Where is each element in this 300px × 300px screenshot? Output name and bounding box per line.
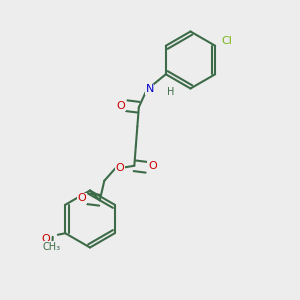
Text: O: O xyxy=(77,193,86,203)
Text: Cl: Cl xyxy=(222,36,232,46)
Text: H: H xyxy=(167,87,174,97)
Text: O: O xyxy=(42,234,50,244)
Text: O: O xyxy=(116,101,125,111)
Text: N: N xyxy=(146,84,154,94)
Text: O: O xyxy=(148,161,157,171)
Text: CH₃: CH₃ xyxy=(43,242,61,252)
Text: O: O xyxy=(116,163,124,173)
